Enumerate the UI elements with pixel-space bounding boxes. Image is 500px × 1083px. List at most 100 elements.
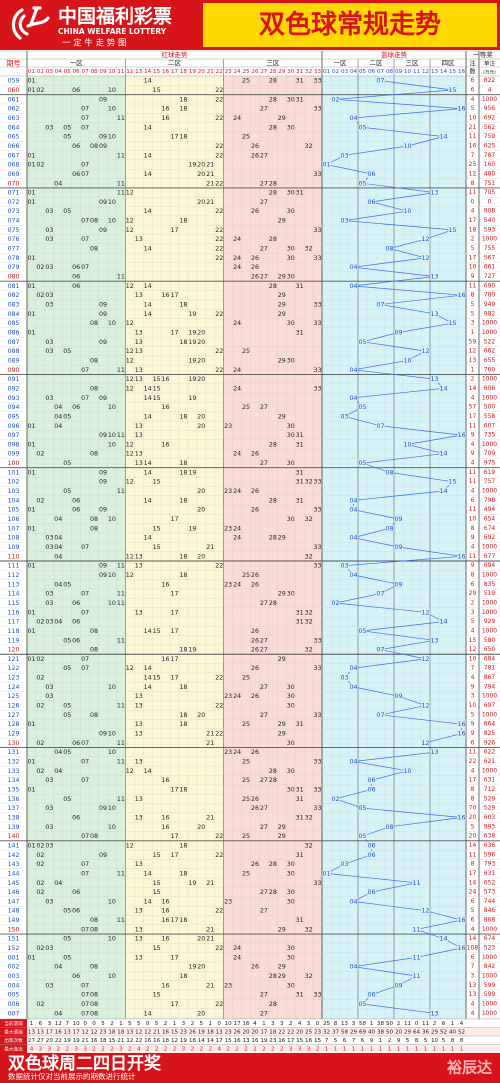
- prize: 787: [484, 152, 496, 159]
- count: 8: [471, 525, 475, 532]
- red-zone-bg: [125, 51, 224, 1019]
- count: 18: [469, 226, 477, 233]
- blue-ball: 11: [412, 954, 420, 961]
- red-ball: 21: [206, 740, 214, 747]
- red-ball: 05: [63, 124, 71, 131]
- blue-ball-bg: [349, 114, 358, 122]
- count: 4: [471, 488, 475, 495]
- stat-value: 1: [343, 1046, 347, 1052]
- logo-stroke: [11, 8, 24, 40]
- red-ball: 28: [269, 283, 277, 290]
- count: 6: [471, 917, 475, 924]
- red-ball: 32: [305, 842, 313, 849]
- blue-ball-bg: [349, 534, 358, 542]
- stat-value: 2: [397, 1021, 401, 1027]
- blue-ball: 13: [430, 637, 438, 644]
- prize: 1000: [482, 711, 497, 718]
- red-ball: 09: [99, 852, 107, 859]
- red-ball: 13: [135, 339, 143, 346]
- blue-ball: 05: [358, 339, 366, 346]
- blue-ball-bg: [421, 907, 430, 915]
- red-ball: 10: [108, 218, 116, 225]
- stat-bg: [0, 1019, 500, 1028]
- red-col-label: 07: [82, 69, 90, 75]
- stat-value: 16: [144, 1038, 152, 1044]
- red-ball: 28: [269, 889, 277, 896]
- stat-value: 2: [128, 1046, 132, 1052]
- blue-ball: 06: [367, 171, 375, 178]
- red-ball: 12: [126, 320, 134, 327]
- blue-ball: 11: [412, 973, 420, 980]
- stat-value: 2: [433, 1021, 437, 1027]
- red-header: 红球走势: [162, 50, 189, 59]
- stat-value: 11: [404, 1021, 412, 1027]
- blue-ball: 05: [358, 628, 366, 635]
- red-ball: 30: [287, 786, 295, 793]
- red-ball: 30: [287, 274, 295, 281]
- red-ball: 17: [170, 675, 178, 682]
- red-ball: 11: [117, 432, 125, 439]
- period: 132: [8, 759, 20, 766]
- red-ball: 15: [153, 889, 161, 896]
- count: 6: [471, 739, 475, 746]
- period: 080: [8, 274, 20, 281]
- red-ball: 20: [197, 964, 205, 971]
- prize: 1000: [482, 1010, 497, 1017]
- red-ball: 09: [99, 572, 107, 579]
- red-ball: 13: [135, 432, 143, 439]
- red-ball: 12: [126, 441, 134, 448]
- red-ball: 31: [296, 329, 304, 336]
- period: 095: [8, 413, 20, 420]
- red-ball: 29: [278, 591, 286, 598]
- red-ball: 01: [27, 199, 35, 206]
- red-ball: 04: [54, 1010, 62, 1017]
- blue-ball: 14: [439, 385, 447, 392]
- red-ball: 30: [287, 320, 295, 327]
- stat-value: 5: [101, 1021, 105, 1027]
- prize: 677: [484, 553, 496, 560]
- stat-value: 1: [442, 1046, 446, 1052]
- blue-ball: 06: [367, 852, 375, 859]
- red-ball: 27: [260, 460, 268, 467]
- blue-ball: 13: [430, 749, 438, 756]
- period: 122: [8, 665, 20, 672]
- red-ball: 11: [117, 870, 125, 877]
- blue-ball: 03: [340, 413, 348, 420]
- period: 072: [8, 199, 20, 206]
- red-ball: 10: [108, 600, 116, 607]
- period: 062: [8, 106, 20, 113]
- prize: 4: [488, 86, 492, 93]
- red-ball: 03: [45, 619, 53, 626]
- red-ball: 31: [296, 432, 304, 439]
- red-ball: 21: [206, 171, 214, 178]
- red-ball: 18: [179, 842, 187, 849]
- stat-value: 26: [234, 1029, 242, 1035]
- blue-ball: 05: [358, 805, 366, 812]
- stat-value: 0: [217, 1021, 221, 1027]
- red-ball: 11: [117, 180, 125, 187]
- red-ball: 12: [126, 553, 134, 560]
- red-ball: 19: [188, 329, 196, 336]
- red-ball: 28: [269, 180, 277, 187]
- blue-ball: 10: [403, 208, 411, 215]
- stat-value: 4: [137, 1046, 141, 1052]
- blue-ball-bg: [349, 394, 358, 402]
- blue-ball: 07: [376, 78, 384, 85]
- stat-value: 29: [404, 1029, 412, 1035]
- blue-ball: 07: [376, 647, 384, 654]
- period: 066: [8, 143, 20, 150]
- blue-ball: 04: [349, 497, 357, 504]
- prize: 638: [484, 833, 496, 840]
- blue-ball: 16: [457, 945, 465, 952]
- stat-value: 5: [155, 1021, 159, 1027]
- stat-value: 36: [422, 1029, 430, 1035]
- blue-ball: 06: [367, 992, 375, 999]
- red-ball: 14: [144, 535, 152, 542]
- red-ball: 26: [251, 749, 259, 756]
- stat-value: 1: [406, 1046, 410, 1052]
- stat-value: 1: [388, 1046, 392, 1052]
- blue-ball: 10: [403, 143, 411, 150]
- red-ball: 26: [251, 152, 259, 159]
- red-col-label: 04: [55, 69, 63, 75]
- red-ball: 16: [162, 404, 170, 411]
